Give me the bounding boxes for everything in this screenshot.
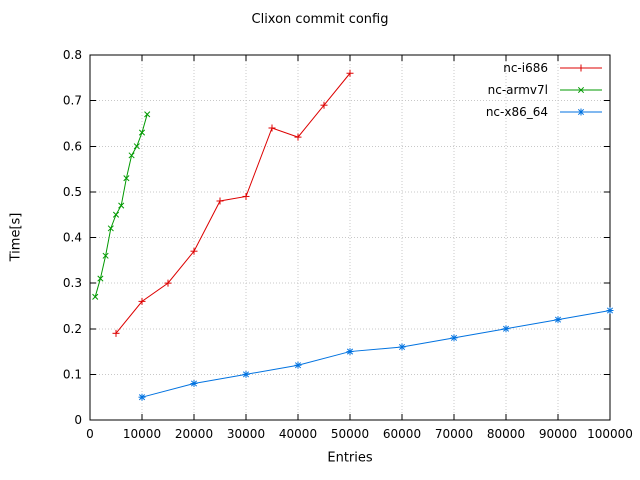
svg-text:80000: 80000 xyxy=(487,427,525,441)
svg-text:60000: 60000 xyxy=(383,427,421,441)
svg-text:0.7: 0.7 xyxy=(63,94,82,108)
legend-item: nc-x86_64 xyxy=(486,104,604,120)
svg-text:50000: 50000 xyxy=(331,427,369,441)
legend-sample-line xyxy=(560,64,602,72)
legend-label: nc-x86_64 xyxy=(485,105,548,119)
svg-text:0: 0 xyxy=(86,427,94,441)
legend: nc-i686 nc-armv7l nc-x86_64 xyxy=(486,60,604,120)
svg-text:0.5: 0.5 xyxy=(63,185,82,199)
legend-label: nc-armv7l xyxy=(487,83,548,97)
svg-text:0.1: 0.1 xyxy=(63,367,82,381)
legend-item: nc-armv7l xyxy=(486,82,604,98)
svg-text:10000: 10000 xyxy=(123,427,161,441)
svg-text:70000: 70000 xyxy=(435,427,473,441)
svg-text:0.4: 0.4 xyxy=(63,231,82,245)
svg-text:0.3: 0.3 xyxy=(63,276,82,290)
x-axis-label: Entries xyxy=(327,450,373,466)
svg-text:30000: 30000 xyxy=(227,427,265,441)
svg-text:0.6: 0.6 xyxy=(63,139,82,153)
legend-item: nc-i686 xyxy=(486,60,604,76)
y-axis-label: Time[s] xyxy=(8,212,24,262)
legend-sample-line xyxy=(560,86,602,94)
legend-sample-line xyxy=(560,108,602,116)
svg-text:20000: 20000 xyxy=(175,427,213,441)
svg-text:40000: 40000 xyxy=(279,427,317,441)
chart-title: Clixon commit config xyxy=(251,12,389,27)
legend-label: nc-i686 xyxy=(503,61,548,75)
svg-text:100000: 100000 xyxy=(587,427,633,441)
svg-text:90000: 90000 xyxy=(539,427,577,441)
svg-text:0: 0 xyxy=(74,413,82,427)
svg-text:0.8: 0.8 xyxy=(63,48,82,62)
svg-text:0.2: 0.2 xyxy=(63,322,82,336)
